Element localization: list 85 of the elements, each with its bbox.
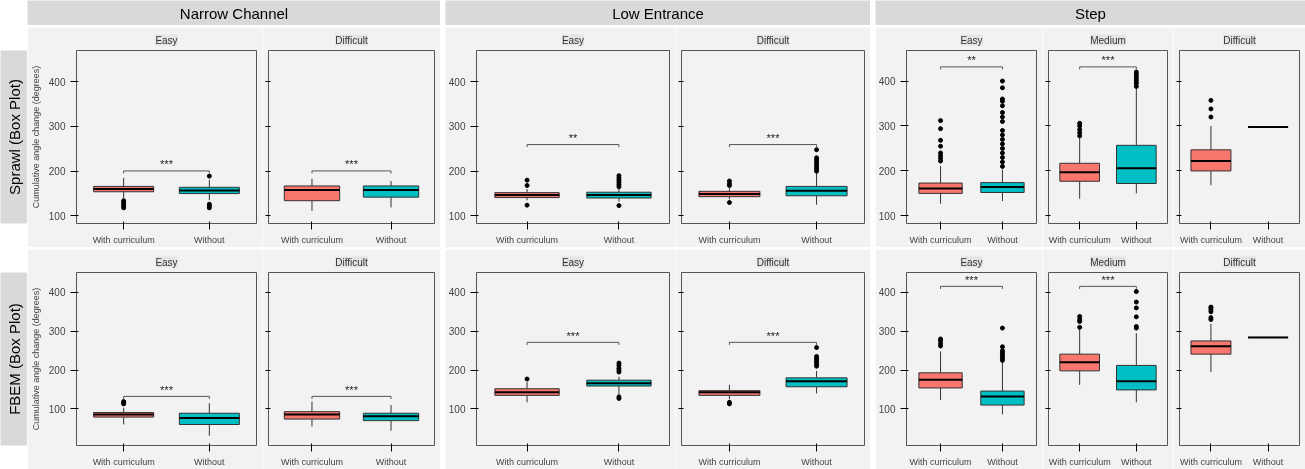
y-tick-label: 400 — [448, 76, 466, 88]
y-tick-label: 100 — [878, 403, 896, 415]
text: FBEM (Box Plot) — [5, 303, 23, 415]
text: Low Entrance — [612, 4, 704, 22]
annotation: *** — [766, 131, 781, 144]
annotation: ** — [568, 131, 578, 144]
chart-title: Easy — [155, 34, 178, 46]
chart-title: Difficult — [1223, 34, 1257, 46]
x-tick-label: Without — [375, 234, 407, 245]
annotation: ** — [967, 54, 977, 67]
x-tick-label: Without — [603, 234, 635, 245]
annotation: *** — [345, 383, 359, 396]
y-tick-label: 200 — [48, 166, 66, 178]
x-tick-label: Without — [987, 456, 1019, 467]
annotation: *** — [160, 158, 174, 171]
y-tick-label: 100 — [48, 403, 66, 415]
y-tick-label: 400 — [878, 76, 896, 88]
x-tick-label: With curriculum — [1048, 234, 1111, 245]
y-tick-label: 400 — [48, 76, 66, 88]
x-tick-label: With curriculum — [496, 456, 559, 467]
y-tick-label: 200 — [878, 365, 896, 377]
y-tick-label: 300 — [448, 326, 466, 338]
x-tick-label: Without — [801, 456, 833, 467]
x-tick-label: Without — [603, 456, 635, 467]
chart-title: Easy — [561, 34, 585, 46]
x-tick-label: With curriculum — [698, 234, 761, 245]
x-tick-label: Without — [1252, 234, 1284, 245]
annotation: *** — [965, 273, 979, 286]
annotation: *** — [160, 383, 174, 396]
text: Sprawl (Box Plot) — [5, 79, 23, 195]
y-tick-label: 300 — [48, 326, 66, 338]
x-tick-label: With curriculum — [909, 234, 972, 245]
y-tick-label: 300 — [448, 121, 466, 133]
x-tick-label: With curriculum — [92, 456, 155, 467]
x-tick-label: With curriculum — [1048, 456, 1111, 467]
chart-title: Easy — [561, 256, 585, 268]
x-tick-label: Without — [801, 234, 833, 245]
x-tick-label: Without — [194, 456, 226, 467]
text: Step — [1075, 4, 1106, 22]
x-tick-label: Without — [1121, 234, 1153, 245]
y-tick-label: 300 — [48, 121, 66, 133]
chart-title: Difficult — [756, 256, 790, 268]
annotation: *** — [345, 158, 359, 171]
x-tick-label: With curriculum — [496, 234, 559, 245]
chart-title: Easy — [960, 256, 983, 268]
chart-title: Difficult — [335, 256, 369, 268]
x-tick-label: Without — [987, 234, 1019, 245]
chart-title: Medium — [1090, 34, 1126, 46]
y-tick-label: 400 — [878, 287, 896, 299]
annotation: *** — [1101, 273, 1116, 286]
annotation: *** — [1101, 54, 1116, 67]
y-tick-label: 400 — [448, 287, 466, 299]
x-tick-label: Without — [1121, 456, 1153, 467]
x-tick-label: With curriculum — [280, 456, 343, 467]
y-tick-label: 100 — [448, 210, 466, 222]
text: Narrow Channel — [179, 4, 289, 22]
x-tick-label: Without — [194, 234, 226, 245]
y-axis-title: Cumulative angle change (degrees) — [30, 65, 41, 209]
annotation: *** — [566, 329, 581, 342]
y-tick-label: 400 — [48, 287, 66, 299]
annotation: *** — [766, 329, 781, 342]
y-tick-label: 100 — [448, 403, 466, 415]
chart-title: Difficult — [756, 34, 790, 46]
x-tick-label: With curriculum — [92, 234, 155, 245]
y-tick-label: 200 — [448, 365, 466, 377]
y-tick-label: 200 — [48, 365, 66, 377]
x-tick-label: With curriculum — [1179, 456, 1242, 467]
y-tick-label: 100 — [48, 210, 66, 222]
y-tick-label: 300 — [878, 326, 896, 338]
chart-title: Easy — [960, 34, 983, 46]
y-tick-label: 200 — [448, 166, 466, 178]
x-tick-label: Without — [1252, 456, 1284, 467]
chart-title: Difficult — [335, 34, 369, 46]
y-tick-label: 100 — [878, 210, 896, 222]
y-axis-title: Cumulative angle change (degrees) — [30, 287, 41, 431]
chart-title: Difficult — [1223, 256, 1257, 268]
y-tick-label: 200 — [878, 165, 896, 177]
x-tick-label: With curriculum — [1179, 234, 1242, 245]
x-tick-label: With curriculum — [909, 456, 972, 467]
chart-title: Medium — [1090, 256, 1126, 268]
chart-title: Easy — [155, 256, 178, 268]
x-tick-label: With curriculum — [698, 456, 761, 467]
x-tick-label: With curriculum — [280, 234, 343, 245]
x-tick-label: Without — [375, 456, 407, 467]
y-tick-label: 300 — [878, 120, 896, 132]
